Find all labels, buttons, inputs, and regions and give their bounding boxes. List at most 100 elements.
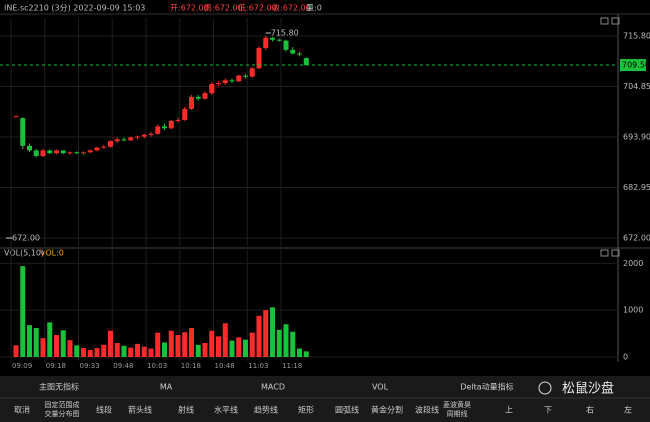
volume-bar (67, 340, 73, 357)
y-tick-label: 682.95 (623, 183, 650, 192)
candle-body (74, 152, 80, 154)
volume-bar (256, 315, 262, 357)
tool-button[interactable]: 下 (544, 406, 552, 415)
tool-button[interactable]: 箭头线 (128, 405, 152, 415)
volume-bar (189, 327, 194, 357)
last-price-label: 709.50 (622, 61, 650, 70)
indicator-button[interactable]: 主图无指标 (39, 382, 79, 392)
volume-bar (81, 348, 86, 357)
candle-body (297, 53, 302, 55)
candle-body (256, 47, 262, 69)
tool-button[interactable]: 矩形 (298, 405, 314, 415)
volume-title: VOL(5,10) (4, 249, 44, 258)
volume-bar (108, 330, 113, 357)
candle-body (114, 139, 120, 142)
volume-value: VOL:0 (40, 249, 64, 258)
tool-button[interactable]: 波段线 (415, 405, 439, 415)
volume-bar (195, 344, 201, 357)
volume-bar (168, 330, 174, 357)
icon (600, 17, 609, 25)
volume-bar (27, 325, 32, 357)
volume-bar (20, 266, 26, 357)
candle-body (283, 40, 289, 50)
tool-button[interactable]: 线段 (96, 405, 112, 415)
tool-button[interactable]: 黄金分割 (371, 405, 403, 415)
candle-body (222, 80, 228, 84)
x-tick-label: 09:18 (46, 362, 66, 370)
tool-button[interactable]: 取消 (14, 405, 30, 415)
tool-button[interactable]: 右 (586, 405, 594, 415)
tool-button[interactable]: 射线 (178, 405, 194, 415)
watermark-icon (538, 381, 552, 395)
candle-body (175, 119, 181, 121)
tool-button[interactable]: 上 (505, 406, 513, 415)
volume-bar (94, 348, 100, 357)
tool-button[interactable]: 左 (624, 405, 632, 415)
indicator-button[interactable]: MA (160, 383, 173, 392)
volume-bar (54, 334, 59, 357)
volume-bar (114, 342, 120, 357)
volume-bar (202, 342, 208, 357)
volume-bar (229, 340, 235, 357)
candle-body (155, 126, 161, 134)
candle-body (81, 152, 86, 154)
candle-body (276, 39, 282, 41)
candle-body (270, 37, 275, 40)
icon (600, 249, 609, 257)
candle-body (40, 150, 46, 156)
x-tick-label: 09:33 (80, 362, 100, 370)
candle-body (94, 147, 100, 151)
volume-bar (303, 351, 309, 357)
candle-body (101, 146, 107, 148)
volume-bar (236, 337, 242, 357)
volume-bar (290, 331, 296, 357)
symbol: INE.sc2210 (3分) 2022-09-09 15:03 (4, 4, 145, 13)
tool-button[interactable]: 水平线 (214, 405, 238, 415)
indicator-button[interactable]: MACD (261, 383, 285, 392)
candle-body (33, 150, 39, 156)
candle-body (243, 75, 248, 77)
candle-body (128, 137, 134, 141)
volume-bar (175, 334, 181, 357)
y-tick-label: 704.85 (623, 82, 650, 91)
x-tick-label: 10:03 (147, 362, 167, 370)
volume-bar (276, 329, 282, 357)
volume-bar (249, 332, 255, 357)
volume-tick-label: 2000 (623, 259, 643, 268)
tool-button[interactable]: 圆弧线 (335, 405, 359, 415)
indicator-button[interactable]: Delta动量指标 (460, 382, 513, 392)
high-mark-label: 715.80 (271, 28, 299, 37)
x-tick-label: 10:48 (215, 362, 235, 370)
volume-bar (209, 330, 215, 357)
candle-body (108, 141, 113, 147)
header-info: 高:672.00 (204, 3, 243, 13)
volume-bar (40, 338, 46, 357)
volume-bar (222, 323, 228, 357)
candle-body (229, 80, 235, 82)
indicator-button[interactable]: VOL (372, 383, 389, 392)
candle-body (189, 96, 194, 109)
candle-body (141, 134, 147, 137)
candle-body (168, 120, 174, 129)
volume-bar (283, 324, 289, 357)
volume-bar (13, 345, 19, 357)
candle-body (162, 126, 167, 129)
tool-button[interactable]: 菱波黄昊周期线 (443, 400, 471, 418)
volume-bar (60, 330, 66, 357)
header-info: 开:672.00 (170, 4, 209, 13)
candle-body (87, 150, 93, 153)
candle-body (135, 136, 140, 138)
candle-body (216, 83, 221, 85)
icon (611, 17, 620, 25)
candle-body (20, 118, 26, 146)
volume-bar (297, 348, 302, 357)
volume-tick-label: 0 (623, 353, 628, 362)
tool-button[interactable]: 趋势线 (254, 405, 278, 415)
tool-button[interactable]: 固定范围成交量分布图 (45, 400, 80, 418)
candle-body (27, 145, 32, 151)
candle-body (195, 96, 201, 99)
candle-body (209, 83, 215, 94)
volume-bar (87, 349, 93, 357)
candle-body (121, 139, 127, 141)
